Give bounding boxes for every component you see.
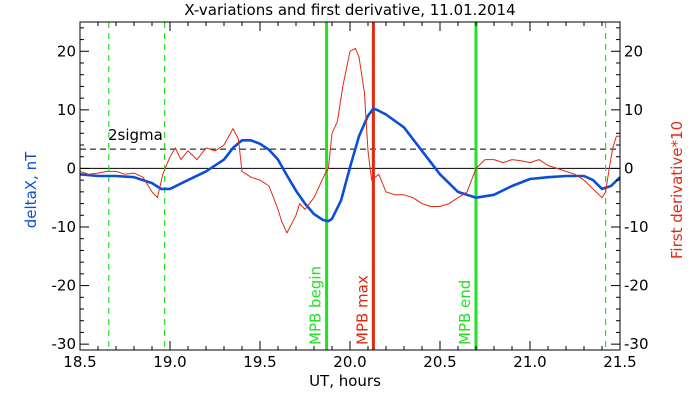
y-tick-label-right: 0: [624, 159, 634, 177]
marker-label-1: MPB begin: [307, 266, 325, 345]
x-tick-label: 21.0: [513, 353, 546, 371]
series-line-deltax: [79, 107, 621, 223]
chart-title: X-variations and first derivative, 11.01…: [184, 1, 515, 19]
x-tick-label: 19.5: [243, 353, 276, 371]
x-tick-label: 19.0: [153, 353, 186, 371]
sigma-label: 2sigma: [108, 126, 163, 144]
chart-labels: 18.5 19.0 19.5 20.0 20.5 21.0 21.5-30 -30-20 -20…: [52, 42, 649, 371]
y-tick-label-left: -20: [52, 277, 77, 295]
y-tick-label-left: 10: [57, 101, 76, 119]
y-tick-label-right: -30: [624, 335, 649, 353]
x-tick-label: 18.5: [63, 353, 96, 371]
y-tick-label-right: 10: [624, 101, 643, 119]
y-axis-label-right: First derivative*10: [668, 121, 686, 259]
y-tick-label-left: 0: [66, 159, 76, 177]
vertical-markers: MPB begin MPB max MPB end: [108, 22, 607, 350]
y-tick-label-right: -10: [624, 218, 649, 236]
marker-label-2: MPB max: [353, 275, 371, 345]
x-tick-label: 21.5: [603, 353, 636, 371]
y-tick-label-left: -10: [52, 218, 77, 236]
series-group: [79, 47, 621, 234]
y-tick-label-left: -30: [52, 335, 77, 353]
x-tick-label: 20.5: [423, 353, 456, 371]
x-axis-label: UT, hours: [309, 372, 381, 390]
plot-frame: [79, 21, 621, 351]
x-tick-label: 20.0: [333, 353, 366, 371]
marker-label-3: MPB end: [456, 280, 474, 345]
y-axis-label-left: deltaX, nT: [22, 151, 40, 228]
plot-border: [79, 21, 621, 351]
y-tick-label-right: -20: [624, 277, 649, 295]
y-tick-label-right: 20: [624, 42, 643, 60]
y-tick-label-left: 20: [57, 42, 76, 60]
series-line-derivative: [79, 47, 620, 234]
